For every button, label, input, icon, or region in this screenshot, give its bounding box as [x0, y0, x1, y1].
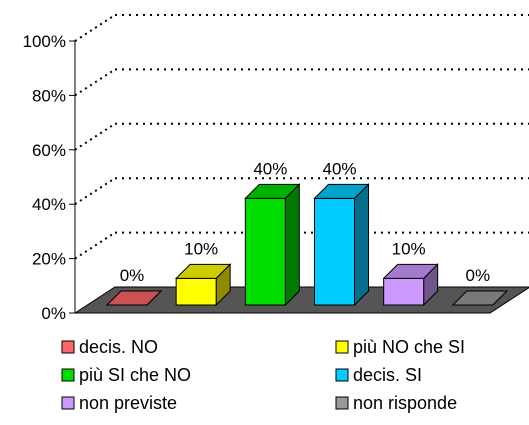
data-label: 40%: [322, 159, 356, 178]
legend-label: non previste: [79, 393, 177, 413]
legend-label: più NO che SI: [353, 337, 465, 357]
gridline-diagonal: [74, 231, 116, 260]
bar: [175, 277, 217, 306]
data-label: 0%: [466, 266, 491, 285]
y-tick-label: 60%: [32, 141, 66, 160]
gridline-diagonal: [74, 68, 116, 97]
bar: [244, 197, 286, 306]
legend-label: decis. SI: [353, 365, 422, 385]
gridline-diagonal: [74, 122, 116, 151]
y-tick-label: 40%: [32, 195, 66, 214]
legend-swatch: [61, 368, 75, 382]
y-tick-label: 20%: [32, 250, 66, 269]
data-label: 10%: [392, 239, 426, 258]
y-tick-label: 80%: [32, 86, 66, 105]
gridline-diagonal: [74, 177, 116, 206]
legend-swatch: [61, 396, 75, 410]
bar-top: [105, 290, 163, 306]
y-tick-label: 0%: [41, 304, 66, 323]
legend-swatch: [335, 340, 349, 354]
bar-top: [244, 183, 301, 199]
bar: [383, 277, 425, 306]
bar-side: [354, 183, 369, 307]
data-label: 10%: [184, 239, 218, 258]
gridline-diagonal: [74, 14, 116, 42]
bar-top: [313, 183, 370, 199]
legend-swatch: [335, 396, 349, 410]
legend-label: più SI che NO: [79, 365, 191, 385]
data-label: 0%: [120, 266, 145, 285]
y-tick-label: 100%: [23, 32, 66, 51]
legend-label: decis. NO: [79, 337, 158, 357]
bar: [314, 197, 355, 306]
legend-swatch: [335, 368, 349, 382]
bar-top: [382, 263, 439, 279]
bar-side: [284, 183, 300, 307]
legend-label: non risponde: [353, 393, 457, 413]
bar-top: [174, 263, 232, 279]
legend-swatch: [61, 340, 75, 354]
bar-top: [451, 290, 509, 306]
data-label: 40%: [253, 159, 287, 178]
